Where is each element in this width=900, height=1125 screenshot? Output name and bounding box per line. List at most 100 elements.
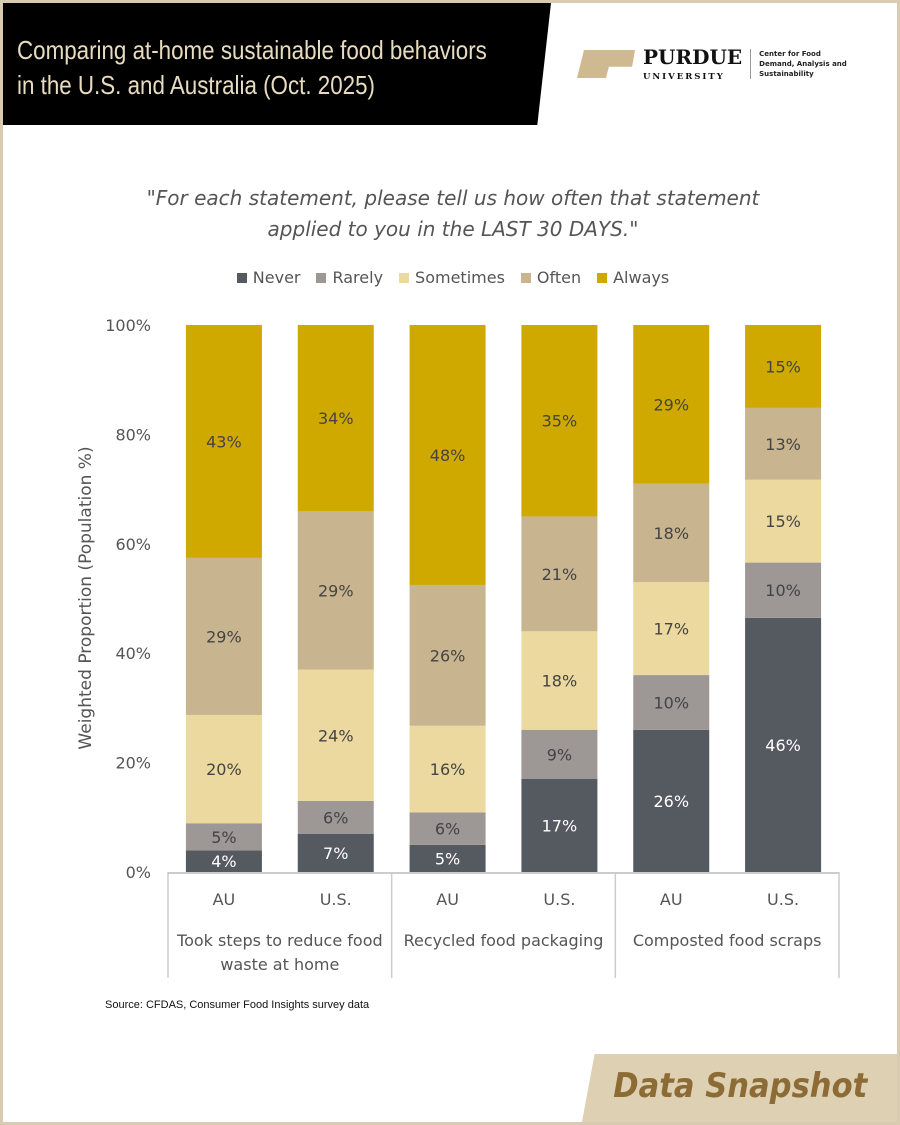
y-tick-label: 0%	[126, 863, 151, 882]
legend-item-rarely: Rarely	[316, 268, 383, 287]
data-label: 29%	[318, 581, 354, 600]
data-label: 13%	[765, 435, 801, 454]
data-label: 6%	[323, 808, 348, 827]
legend-swatch	[597, 272, 608, 283]
data-label: 24%	[318, 726, 354, 745]
data-label: 4%	[211, 852, 236, 871]
group-label-line2: waste at home	[220, 955, 339, 974]
bar-segment-rarely	[521, 729, 598, 780]
legend-label: Never	[252, 268, 301, 287]
bar-segment-often	[409, 584, 486, 726]
y-axis-label: Weighted Proportion (Population %)	[76, 446, 96, 749]
bar-segment-often	[521, 516, 598, 632]
legend-label: Often	[536, 268, 582, 287]
data-label: 15%	[765, 512, 801, 531]
bar-segment-rarely	[185, 823, 262, 851]
x-tick-label: U.S.	[320, 890, 352, 909]
bar-segment-rarely	[633, 675, 710, 730]
data-label: 26%	[653, 792, 689, 811]
purdue-wordmark: PURDUE UNIVERSITY	[643, 45, 743, 82]
source-note: Source: CFDAS, Consumer Food Insights su…	[105, 999, 370, 1011]
y-tick-label: 20%	[115, 754, 151, 773]
data-label: 48%	[430, 446, 466, 465]
bar-segment-rarely	[297, 800, 374, 834]
bar-segment-always	[185, 325, 262, 558]
stacked-bar-chart: 0% 20% 40% 60% 80% 100% Weighted Proportion (P…	[76, 316, 840, 978]
question-line-1: "For each statement, please tell us how …	[146, 186, 760, 210]
survey-question: "For each statement, please tell us how …	[3, 183, 897, 245]
data-label: 20%	[206, 760, 242, 779]
bar-segment-often	[297, 510, 374, 670]
bar-segment-often	[745, 407, 822, 480]
y-tick-label: 60%	[115, 535, 151, 554]
legend-item-sometimes: Sometimes	[399, 268, 505, 287]
bar-segment-sometimes	[745, 479, 822, 563]
legend-swatch	[236, 272, 247, 283]
data-label: 29%	[206, 627, 242, 646]
bar-segment-never	[745, 617, 822, 872]
x-tick-label: U.S.	[767, 890, 799, 909]
data-label: 29%	[653, 395, 689, 414]
bar-segment-always	[745, 325, 822, 408]
x-tick-label: U.S.	[543, 890, 575, 909]
legend-item-always: Always	[597, 268, 669, 287]
x-tick-label: AU	[436, 890, 459, 909]
x-tick-label: AU	[213, 890, 236, 909]
x-tick-label: AU	[660, 890, 683, 909]
bar-segment-never	[409, 844, 486, 872]
data-label: 15%	[765, 357, 801, 376]
data-label: 34%	[318, 409, 354, 428]
data-label: 6%	[435, 820, 460, 839]
title-line-1: Comparing at-home sustainable food behav…	[17, 35, 487, 65]
y-tick-label: 80%	[115, 425, 151, 444]
data-label: 18%	[542, 672, 578, 691]
data-label: 35%	[542, 412, 578, 431]
data-label: 7%	[323, 844, 348, 863]
bar-segment-often	[185, 557, 262, 715]
bar-segment-never	[521, 779, 598, 872]
bar-segment-sometimes	[521, 631, 598, 730]
bar-segment-never	[185, 850, 262, 872]
legend-label: Always	[613, 268, 670, 287]
legend-label: Rarely	[332, 268, 384, 287]
page-title: Comparing at-home sustainable food behav…	[17, 33, 487, 103]
title-line-2: in the U.S. and Australia (Oct. 2025)	[17, 70, 375, 100]
bar-segment-always	[521, 325, 598, 517]
bar-segment-rarely	[745, 562, 822, 618]
y-tick-label: 100%	[105, 316, 151, 335]
center-name: Center for Food Demand, Analysis and Sus…	[759, 50, 847, 78]
data-label: 10%	[765, 581, 801, 600]
legend-item-often: Often	[520, 268, 582, 287]
data-label: 46%	[765, 736, 801, 755]
data-label: 5%	[211, 828, 236, 847]
data-snapshot-badge: Data Snapshot	[582, 1054, 897, 1122]
bar-segment-always	[297, 325, 374, 511]
bar-segment-never	[297, 833, 374, 872]
bar-segment-sometimes	[297, 669, 374, 801]
bar-segment-rarely	[409, 812, 486, 845]
bar-segment-always	[409, 325, 486, 585]
bar-segment-always	[633, 325, 710, 484]
legend-swatch	[316, 272, 327, 283]
bar-segment-often	[633, 483, 710, 583]
data-label: 17%	[542, 817, 578, 836]
legend-swatch	[399, 272, 410, 283]
group-label: Recycled food packaging	[404, 931, 604, 950]
data-label: 10%	[653, 693, 689, 712]
bar-segment-sometimes	[409, 725, 486, 813]
header-banner: Comparing at-home sustainable food behav…	[3, 3, 551, 125]
data-label: 16%	[430, 760, 466, 779]
data-label: 5%	[435, 849, 460, 868]
legend-item-never: Never	[236, 268, 301, 287]
data-label: 9%	[547, 745, 572, 764]
y-tick-label: 40%	[115, 644, 151, 663]
bar-segment-sometimes	[185, 714, 262, 824]
data-label: 17%	[653, 620, 689, 639]
data-label: 21%	[542, 565, 578, 584]
data-label: 18%	[653, 524, 689, 543]
legend-swatch	[520, 272, 531, 283]
group-label: Took steps to reduce food	[176, 931, 383, 950]
data-label: 43%	[206, 432, 242, 451]
legend-label: Sometimes	[415, 268, 505, 287]
